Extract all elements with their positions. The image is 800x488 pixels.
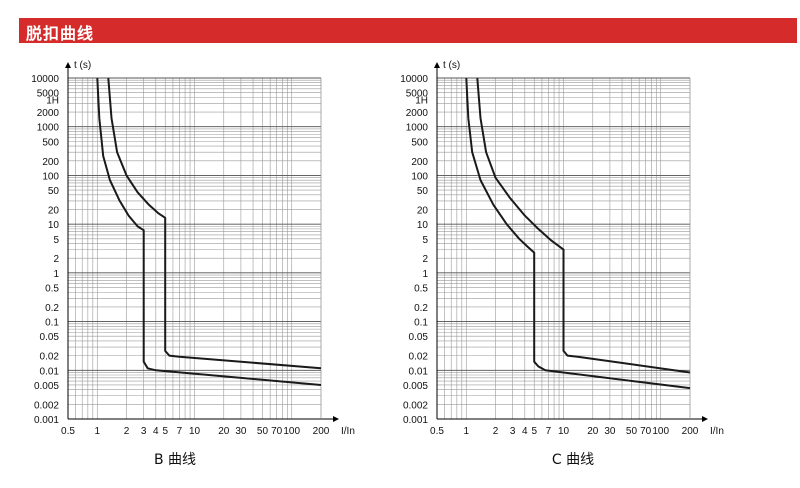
y-tick-label: 20 <box>417 205 429 216</box>
y-tick-label: 500 <box>411 137 428 148</box>
y-tick-label: 5 <box>422 235 428 246</box>
y-tick-label: 5 <box>53 235 59 246</box>
y-tick-label: 10 <box>417 220 429 231</box>
x-tick-label: 2 <box>124 426 130 437</box>
y-tick-label: 500 <box>42 137 59 148</box>
y-tick-label: 0.001 <box>403 415 428 426</box>
y-axis-arrow <box>65 62 71 68</box>
y-tick-label: 0.001 <box>34 415 59 426</box>
y-tick-label: 0.01 <box>40 366 60 377</box>
trip-curve-line <box>96 77 322 386</box>
trip-curve-line <box>465 77 691 390</box>
section-header-bar: 脱扣曲线 <box>19 18 797 43</box>
y-tick-label: 5000 <box>406 89 429 100</box>
x-tick-label: 3 <box>141 426 147 437</box>
y-tick-label: 0.005 <box>403 381 428 392</box>
x-tick-label: 1 <box>463 426 469 437</box>
x-tick-label: 30 <box>235 426 247 437</box>
x-axis-arrow <box>333 416 339 422</box>
y-axis-arrow <box>434 62 440 68</box>
y-tick-label: 0.02 <box>409 352 429 363</box>
x-tick-label: 7 <box>546 426 552 437</box>
y-axis-label: t (s) <box>443 60 460 71</box>
y-tick-label: 0.05 <box>40 332 60 343</box>
chart-caption: B 曲线 <box>154 452 196 468</box>
y-tick-label: 2 <box>53 254 59 265</box>
x-axis-label: I/In <box>710 426 724 437</box>
y-tick-label: 10000 <box>31 74 59 85</box>
x-tick-label: 70 <box>271 426 283 437</box>
y-tick-label: 0.5 <box>45 284 59 295</box>
x-tick-label: 5 <box>531 426 537 437</box>
trip-curve-line <box>107 77 322 370</box>
y-tick-label: 0.002 <box>403 400 428 411</box>
x-tick-label: 0.5 <box>430 426 444 437</box>
y-tick-label: 200 <box>411 157 428 168</box>
x-tick-label: 7 <box>177 426 183 437</box>
trip-curve-line <box>476 77 691 374</box>
y-tick-label: 10 <box>48 220 60 231</box>
y-tick-label: 10000 <box>400 74 428 85</box>
y-tick-label: 1000 <box>37 123 60 134</box>
y-tick-label: 1H <box>415 96 428 107</box>
x-tick-label: 30 <box>604 426 616 437</box>
x-tick-label: 200 <box>313 426 330 437</box>
x-tick-label: 100 <box>283 426 300 437</box>
y-tick-label: 1 <box>422 269 428 280</box>
x-axis-label: I/In <box>341 426 355 437</box>
x-tick-label: 70 <box>640 426 652 437</box>
y-tick-label: 100 <box>42 171 59 182</box>
y-tick-label: 0.5 <box>414 284 428 295</box>
y-tick-label: 20 <box>48 205 60 216</box>
y-tick-label: 2 <box>422 254 428 265</box>
x-tick-label: 200 <box>682 426 699 437</box>
x-tick-label: 4 <box>522 426 528 437</box>
y-tick-label: 0.1 <box>414 318 428 329</box>
y-tick-label: 100 <box>411 171 428 182</box>
section-title: 脱扣曲线 <box>26 24 95 43</box>
y-tick-label: 50 <box>417 186 429 197</box>
y-axis-label: t (s) <box>74 60 91 71</box>
y-tick-label: 2000 <box>37 108 60 119</box>
y-tick-label: 1 <box>53 269 59 280</box>
y-tick-label: 0.02 <box>40 352 60 363</box>
x-tick-label: 1 <box>94 426 100 437</box>
y-tick-label: 200 <box>42 157 59 168</box>
x-tick-label: 50 <box>257 426 269 437</box>
y-tick-label: 50 <box>48 186 60 197</box>
chart-caption: C 曲线 <box>552 452 594 468</box>
x-axis-arrow <box>702 416 708 422</box>
y-tick-label: 0.01 <box>409 366 429 377</box>
y-tick-label: 0.2 <box>45 303 59 314</box>
x-tick-label: 10 <box>558 426 570 437</box>
x-tick-label: 100 <box>652 426 669 437</box>
x-tick-label: 3 <box>510 426 516 437</box>
x-tick-label: 2 <box>493 426 499 437</box>
y-tick-label: 1H <box>46 96 59 107</box>
x-tick-label: 50 <box>626 426 638 437</box>
x-tick-label: 4 <box>153 426 159 437</box>
x-tick-label: 0.5 <box>61 426 75 437</box>
x-tick-label: 5 <box>162 426 168 437</box>
x-tick-label: 20 <box>587 426 599 437</box>
x-tick-label: 10 <box>189 426 201 437</box>
y-tick-label: 0.002 <box>34 400 59 411</box>
y-tick-label: 0.2 <box>414 303 428 314</box>
y-tick-label: 2000 <box>406 108 429 119</box>
x-tick-label: 20 <box>218 426 230 437</box>
y-tick-label: 0.05 <box>409 332 429 343</box>
y-tick-label: 5000 <box>37 89 60 100</box>
y-tick-label: 1000 <box>406 123 429 134</box>
y-tick-label: 0.1 <box>45 318 59 329</box>
y-tick-label: 0.005 <box>34 381 59 392</box>
